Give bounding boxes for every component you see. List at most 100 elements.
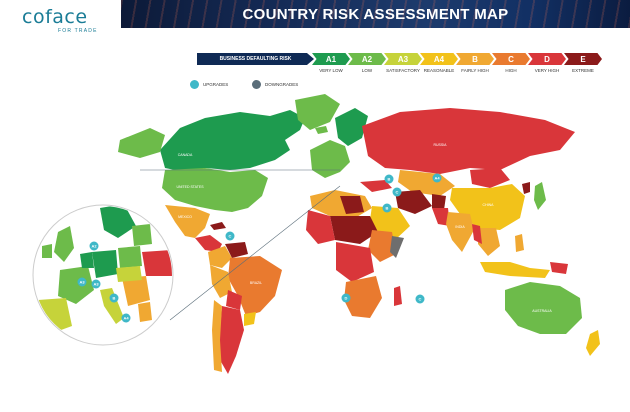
zoom-ireland <box>42 244 52 258</box>
zoom-connector-bottom <box>169 185 341 321</box>
svg-text:B: B <box>388 177 391 182</box>
zoom-greece <box>138 302 152 322</box>
marker-10[interactable]: A3 <box>91 279 101 289</box>
logo-tagline: FOR TRADE <box>58 28 98 34</box>
page-title: COUNTRY RISK ASSESSMENT MAP <box>242 6 509 23</box>
legend-chip: B <box>456 53 494 65</box>
region-caribbean <box>210 222 226 230</box>
label-usa: UNITED STATES <box>176 185 204 189</box>
downgrade-dot-icon <box>252 80 261 89</box>
europe-zoom-content <box>34 206 172 344</box>
region-india <box>446 212 474 252</box>
key-downgrades: DOWNGRADES <box>252 80 298 89</box>
header: coface FOR TRADE COUNTRY RISK ASSESSMENT… <box>0 0 630 35</box>
region-japan <box>534 182 546 210</box>
zoom-balkans <box>122 276 150 306</box>
region-pakistan <box>432 208 450 226</box>
legend-title: BUSINESS DEFAULTING RISK <box>197 53 314 65</box>
region-myanmar <box>472 224 482 244</box>
svg-text:A2: A2 <box>91 244 97 249</box>
marker-8[interactable]: A2 <box>89 241 99 251</box>
svg-text:A3: A3 <box>93 282 99 287</box>
region-canada <box>160 110 305 172</box>
marker-6[interactable]: D <box>341 293 351 303</box>
legend-item-b: B FAIRLY HIGH <box>456 53 494 73</box>
zoom-germany <box>92 250 118 278</box>
legend-desc: REASONABLE <box>423 68 455 73</box>
rating-markers: C B A4 C B D C A2 A3 A3 B A4 <box>77 173 442 323</box>
marker-4[interactable]: C <box>392 187 402 197</box>
region-bolivia <box>226 290 242 310</box>
label-russia: RUSSIA <box>433 143 447 147</box>
legend-item-a3: A3 SATISFACTORY <box>384 53 422 73</box>
legend-chip: E <box>564 53 602 65</box>
region-uruguay <box>244 312 256 326</box>
svg-text:B: B <box>113 296 116 301</box>
legend-desc: HIGH <box>505 68 517 73</box>
key-upgrades-label: UPGRADES <box>203 82 229 87</box>
coface-logo: coface FOR TRADE <box>22 8 96 35</box>
region-philippines <box>515 234 524 252</box>
zoom-baltics <box>132 224 152 246</box>
legend-item-d: D VERY HIGH <box>528 53 566 73</box>
legend-chip: A1 <box>312 53 350 65</box>
legend-item-a2: A2 LOW <box>348 53 386 73</box>
region-afghanistan <box>432 194 446 210</box>
legend-desc: VERY HIGH <box>534 68 560 73</box>
region-brazil <box>228 256 282 316</box>
marker-3[interactable]: A4 <box>432 173 442 183</box>
marker-9[interactable]: A3 <box>77 277 87 287</box>
risk-legend: BUSINESS DEFAULTING RISK A1 VERY LOW A2 … <box>197 53 602 73</box>
region-alaska <box>118 128 165 158</box>
region-chile <box>212 300 222 372</box>
key-downgrades-label: DOWNGRADES <box>265 82 299 87</box>
svg-text:C: C <box>396 190 399 195</box>
zoom-uk <box>54 226 74 262</box>
region-east-africa <box>368 230 396 262</box>
legend-item-e: E EXTREME <box>564 53 602 73</box>
region-iran <box>395 190 432 214</box>
zoom-central-east <box>116 266 142 282</box>
region-north-korea <box>522 182 530 194</box>
region-mexico <box>165 205 210 238</box>
region-colombia <box>208 246 232 268</box>
legend-desc: VERY LOW <box>319 68 343 73</box>
region-png <box>550 262 568 274</box>
region-se-asia <box>478 228 500 256</box>
marker-5[interactable]: B <box>382 203 392 213</box>
region-southern-africa <box>344 276 382 318</box>
region-central-africa <box>336 242 374 282</box>
label-china: CHINA <box>483 203 495 207</box>
zoom-ukraine <box>142 250 172 276</box>
region-somalia <box>390 236 404 258</box>
region-russia <box>362 108 575 174</box>
legend-chip: C <box>492 53 530 65</box>
region-libya <box>340 196 364 214</box>
legend-desc: SATISFACTORY <box>386 68 420 73</box>
marker-12[interactable]: A4 <box>121 313 131 323</box>
marker-2[interactable]: B <box>384 174 394 184</box>
label-canada: CANADA <box>178 153 193 157</box>
region-europe-west <box>310 140 350 178</box>
svg-text:C: C <box>419 297 422 302</box>
svg-text:A3: A3 <box>79 280 85 285</box>
region-indonesia <box>480 262 550 278</box>
region-central-america <box>195 235 222 252</box>
legend-item-a4: A4 REASONABLE <box>420 53 458 73</box>
zoom-france <box>58 266 94 304</box>
region-usa <box>162 168 268 212</box>
region-argentina <box>220 306 244 374</box>
zoom-poland <box>118 246 142 268</box>
region-scandinavia <box>335 108 368 146</box>
zoom-scandinavia <box>100 206 136 238</box>
legend-item-c: C HIGH <box>492 53 530 73</box>
marker-1[interactable]: C <box>225 231 235 241</box>
marker-11[interactable]: B <box>109 293 119 303</box>
region-new-zealand <box>586 330 600 356</box>
marker-7[interactable]: C <box>415 294 425 304</box>
label-brazil: BRAZIL <box>250 281 262 285</box>
region-peru <box>210 265 232 298</box>
legend-desc: EXTREME <box>572 68 594 73</box>
key-upgrades: UPGRADES <box>190 80 228 89</box>
legend-chip: A3 <box>384 53 422 65</box>
